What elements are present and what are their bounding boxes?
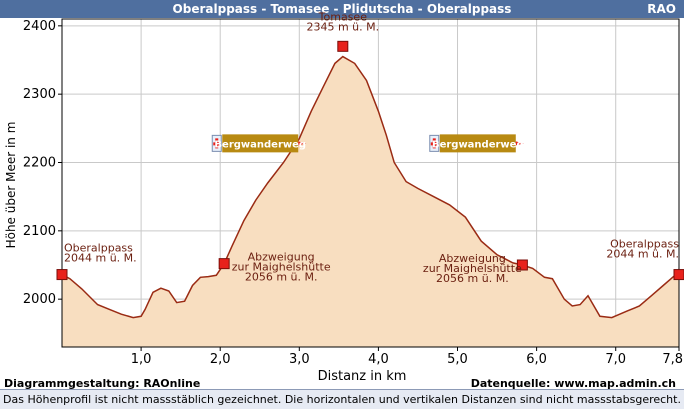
waypoint-label: 2044 m ü. M. (606, 248, 679, 261)
x-tick-label: 2,0 (210, 352, 231, 367)
waypoint-label: Oberalppass (64, 242, 133, 255)
design-credit: Diagrammgestaltung: RAOnline (4, 377, 201, 390)
x-axis-label: Distanz in km (317, 369, 407, 384)
x-tick-label: 4,0 (368, 352, 389, 367)
badge-plate (222, 134, 299, 153)
arrow-icon (298, 141, 307, 146)
badge-label: Bergwanderweg (432, 139, 524, 150)
waypoint-label: Abzweigung (439, 252, 506, 265)
cross-icon (213, 142, 221, 146)
y-axis-label: Höhe über Meer in m (4, 121, 18, 249)
y-tick-label: 2200 (23, 156, 56, 171)
trail-badges: Bergwanderweg Bergwanderweg (211, 134, 524, 153)
x-tick-label: 3,0 (289, 352, 310, 367)
x-tick-label: 1,0 (131, 352, 152, 367)
marker-square (673, 269, 684, 281)
plot-frame (61, 18, 680, 348)
waypoint-label: 2345 m ü. M. (306, 20, 379, 33)
brand-label: RAO (647, 2, 676, 16)
waypoint-label: 2056 m ü. M. (245, 271, 318, 284)
marker-square (337, 40, 349, 52)
x-tick-label: 7,0 (605, 352, 626, 367)
footer-bar: Das Höhenprofil ist nicht massstäblich g… (0, 389, 684, 409)
arrow-icon (515, 141, 524, 146)
badge-plate (439, 134, 516, 153)
y-tick-label: 2300 (23, 87, 56, 102)
marker-square (56, 269, 68, 281)
marker-square (516, 259, 528, 271)
footer-note: Das Höhenprofil ist nicht massstäblich g… (3, 393, 681, 406)
axis-ticks: 2000 2100 2200 2300 2400 1,0 2,0 3,0 4,0 5,0 6,0 7,… (23, 19, 683, 367)
waypoint-label: 2056 m ü. M. (436, 272, 509, 285)
waypoint-label: Tomasee (318, 10, 368, 23)
x-tick-label: 5,0 (447, 352, 468, 367)
y-tick-label: 2100 (23, 224, 56, 239)
waypoint-label: 2044 m ü. M. (64, 252, 137, 265)
waypoint-label: zur Maighelshütte (232, 261, 331, 274)
bergwanderweg-badge: Bergwanderweg (211, 134, 307, 153)
waypoint-label: zur Maighelshütte (423, 262, 522, 275)
badge-label: Bergwanderweg (214, 139, 306, 150)
y-tick-label: 2400 (23, 19, 56, 34)
elevation-line (61, 55, 680, 319)
source-credit: Datenquelle: www.map.admin.ch (470, 377, 676, 390)
title-bar: Oberalppass - Tomasee - Plidutscha - Obe… (0, 0, 684, 18)
marker-square (218, 258, 230, 270)
waypoint-label: Oberalppass (610, 238, 679, 251)
waypoint-label: Abzweigung (248, 251, 315, 264)
y-tick-label: 2000 (23, 292, 56, 307)
chart-title: Oberalppass - Tomasee - Plidutscha - Obe… (172, 2, 512, 16)
bergwanderweg-badge: Bergwanderweg (429, 134, 524, 153)
elevation-area (62, 56, 679, 347)
cross-icon (430, 142, 438, 146)
x-tick-label: 6,0 (526, 352, 547, 367)
x-tick-label: 7,8 (662, 352, 683, 367)
